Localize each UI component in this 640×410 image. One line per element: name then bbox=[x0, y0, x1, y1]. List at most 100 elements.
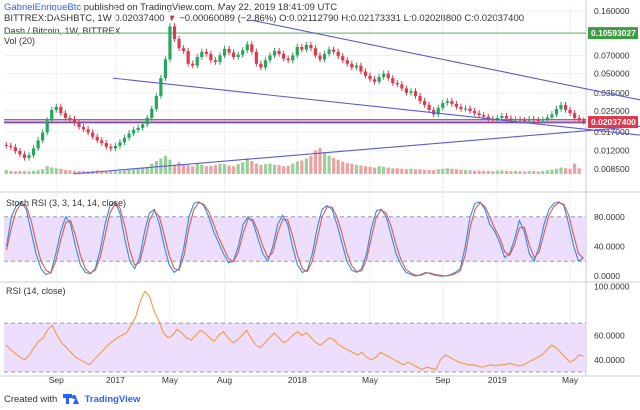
candle-body bbox=[477, 113, 481, 116]
volume-bar bbox=[513, 170, 518, 174]
volume-bar bbox=[359, 165, 363, 174]
stoch-rsi-series-line bbox=[5, 201, 584, 277]
y-tick-label: 0.035000 bbox=[594, 88, 630, 98]
candle-body bbox=[573, 113, 577, 118]
volume-bar bbox=[577, 168, 581, 174]
candle-body bbox=[459, 106, 463, 109]
candle-body bbox=[304, 44, 308, 50]
volume-bar bbox=[136, 168, 140, 174]
candle-body bbox=[222, 48, 227, 56]
ohlc-high: H:0.02173331 bbox=[341, 13, 401, 24]
volume-bar bbox=[182, 164, 186, 174]
candle-body bbox=[354, 65, 358, 68]
volume-bar bbox=[554, 168, 559, 174]
volume-bar bbox=[218, 163, 222, 174]
volume-bar bbox=[441, 168, 445, 174]
candle-body bbox=[259, 63, 263, 68]
volume-bar bbox=[45, 166, 49, 174]
stoch-rsi-title: Stoch RSI (3, 3, 14, 14, close) bbox=[6, 198, 126, 208]
candle-body bbox=[45, 120, 49, 133]
symbol-line: BITTREX:DASHBTC, 1W 0.02037400 ▼ −0.0006… bbox=[4, 13, 524, 24]
instrument-title: Dash / Bitcoin, 1W, BITTREX bbox=[4, 26, 121, 36]
candle-body bbox=[72, 119, 77, 124]
volume-bar bbox=[313, 150, 318, 174]
candle-body bbox=[523, 120, 527, 122]
volume-bar bbox=[536, 171, 540, 174]
volume-bar bbox=[454, 169, 459, 174]
trendline bbox=[250, 19, 640, 101]
rsi-y-tick-label: 100.0000 bbox=[594, 281, 630, 291]
volume-bar bbox=[118, 170, 122, 174]
candle-body bbox=[186, 51, 190, 64]
candle-body bbox=[368, 75, 372, 80]
candle-body bbox=[141, 124, 145, 128]
trendline bbox=[73, 125, 640, 175]
candle-body bbox=[436, 107, 440, 115]
candle-body bbox=[236, 54, 240, 58]
volume-bar bbox=[345, 163, 349, 174]
candle-body bbox=[504, 115, 509, 119]
x-tick-label: Aug bbox=[217, 375, 232, 385]
candle-body bbox=[422, 101, 427, 105]
candle-body bbox=[54, 106, 58, 110]
tradingview-brand[interactable]: TradingView bbox=[84, 394, 141, 405]
volume-bar bbox=[404, 169, 408, 174]
volume-bar bbox=[145, 167, 149, 174]
volume-bar bbox=[122, 170, 127, 174]
candle-body bbox=[22, 154, 27, 158]
candle-body bbox=[177, 38, 181, 49]
candle-body bbox=[400, 84, 404, 89]
candle-body bbox=[318, 55, 322, 60]
ohlc-low: L:0.02028800 bbox=[403, 13, 462, 24]
last-price: 0.02037400 bbox=[114, 13, 165, 24]
candle-body bbox=[127, 133, 131, 138]
candle-body bbox=[63, 113, 67, 118]
candle-body bbox=[395, 83, 399, 85]
volume-bar bbox=[54, 168, 58, 174]
y-tick-label: 0.070000 bbox=[594, 50, 630, 60]
candle-body bbox=[404, 88, 408, 93]
volume-bar bbox=[341, 161, 345, 174]
volume-bar bbox=[541, 170, 545, 174]
volume-bar bbox=[259, 164, 263, 174]
candle-body bbox=[500, 115, 504, 118]
volume-bar bbox=[18, 170, 22, 174]
stoch-rsi-series-line bbox=[5, 201, 584, 277]
ohlc-close: C:0.02037400 bbox=[464, 13, 525, 24]
candle-body bbox=[250, 44, 254, 52]
candle-body bbox=[136, 127, 140, 130]
publisher-name[interactable]: GabrielEnriqueBtc bbox=[4, 2, 82, 13]
volume-bar bbox=[473, 170, 477, 174]
candle-body bbox=[350, 63, 354, 68]
x-tick-label: 2017 bbox=[106, 375, 125, 385]
volume-bar bbox=[241, 162, 245, 174]
volume-bar bbox=[382, 166, 386, 174]
volume-bar bbox=[427, 170, 431, 174]
x-tick-label: Sep bbox=[435, 375, 450, 385]
volume-bar bbox=[236, 164, 240, 174]
volume-bar bbox=[272, 164, 277, 174]
volume-bar bbox=[163, 155, 168, 174]
candle-body bbox=[200, 51, 204, 58]
candle-body bbox=[31, 148, 36, 156]
candle-body bbox=[386, 73, 390, 79]
volume-bar bbox=[291, 163, 295, 174]
published-text: published on TradingView.com, May 22, 20… bbox=[83, 2, 338, 13]
candle-body bbox=[345, 60, 349, 64]
volume-bar bbox=[386, 167, 390, 174]
candle-body bbox=[341, 56, 345, 61]
x-tick-label: Sep bbox=[49, 375, 64, 385]
candle-body bbox=[254, 51, 258, 64]
candle-body bbox=[282, 53, 286, 59]
candle-body bbox=[9, 145, 13, 148]
volume-bar bbox=[100, 170, 104, 174]
candle-body bbox=[550, 114, 554, 118]
candle-body bbox=[463, 108, 468, 110]
volume-bar bbox=[59, 168, 63, 174]
rsi-series-line bbox=[5, 290, 584, 371]
volume-bar bbox=[4, 170, 8, 174]
candle-body bbox=[59, 106, 63, 114]
candle-body bbox=[263, 60, 268, 68]
volume-bar bbox=[154, 161, 158, 174]
